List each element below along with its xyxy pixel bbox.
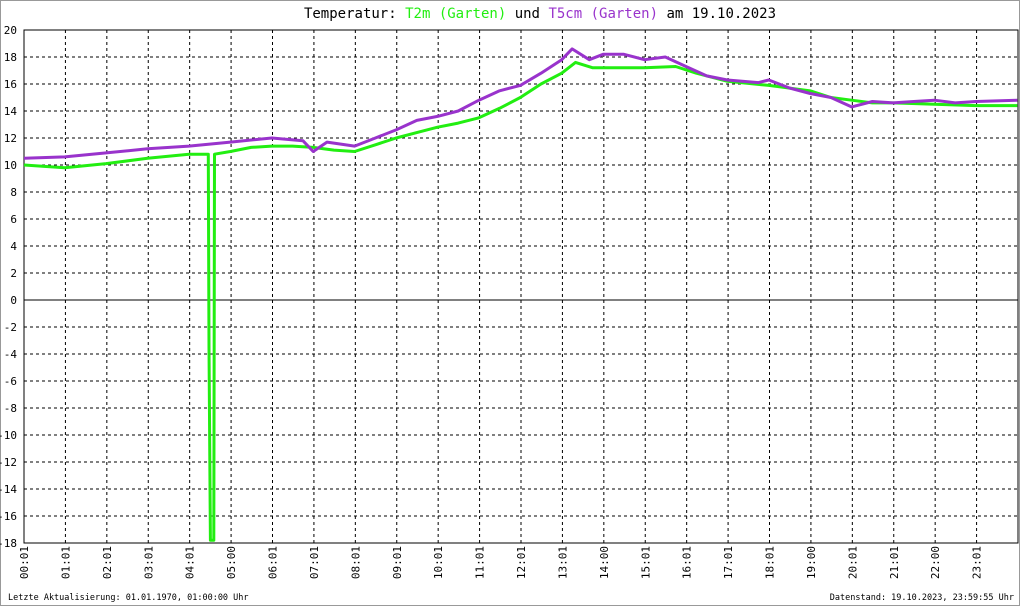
y-tick-label: 14 bbox=[4, 105, 18, 118]
plot-area bbox=[23, 29, 1019, 544]
series-line bbox=[23, 60, 1018, 542]
y-tick-label: 16 bbox=[4, 78, 17, 91]
y-tick-label: 12 bbox=[4, 132, 17, 145]
x-tick-label: 20:01 bbox=[846, 546, 859, 579]
x-tick-label: 10:01 bbox=[432, 546, 445, 579]
footer-left: Letzte Aktualisierung: 01.01.1970, 01:00… bbox=[8, 593, 249, 603]
x-tick-label: 19:00 bbox=[805, 546, 818, 579]
y-tick-label: 20 bbox=[4, 24, 17, 37]
x-tick-label: 14:00 bbox=[598, 546, 611, 579]
x-tick-label: 07:01 bbox=[308, 546, 321, 579]
title-suffix: am 19.10.2023 bbox=[666, 6, 776, 22]
x-tick-label: 09:01 bbox=[391, 546, 404, 579]
x-tick-label: 08:01 bbox=[349, 546, 362, 579]
y-tick-label: 4 bbox=[10, 240, 17, 253]
y-tick-label: -2 bbox=[4, 321, 17, 334]
series-line bbox=[23, 47, 1018, 160]
x-tick-label: 12:01 bbox=[515, 546, 528, 579]
x-tick-label: 15:01 bbox=[639, 546, 652, 579]
x-tick-label: 22:00 bbox=[929, 546, 942, 579]
y-tick-label: 6 bbox=[10, 213, 17, 226]
x-tick-label: 21:01 bbox=[888, 546, 901, 579]
footer-right: Datenstand: 19.10.2023, 23:59:55 Uhr bbox=[830, 593, 1014, 603]
title-prefix: Temperatur: bbox=[304, 6, 397, 22]
y-tick-label: -18 bbox=[0, 537, 17, 550]
y-tick-label: 18 bbox=[4, 51, 17, 64]
y-tick-label: -14 bbox=[0, 483, 17, 496]
x-tick-label: 01:01 bbox=[59, 546, 72, 579]
legend-entry: T2m (Garten) bbox=[405, 6, 506, 22]
x-tick-label: 16:01 bbox=[681, 546, 694, 579]
x-tick-label: 23:01 bbox=[971, 546, 984, 579]
y-tick-label: -6 bbox=[4, 375, 17, 388]
y-tick-label: -10 bbox=[0, 429, 17, 442]
x-tick-label: 13:01 bbox=[556, 546, 569, 579]
x-tick-label: 11:01 bbox=[474, 546, 487, 579]
y-tick-label: 2 bbox=[10, 267, 17, 280]
y-tick-label: 10 bbox=[4, 159, 17, 172]
x-tick-label: 03:01 bbox=[142, 546, 155, 579]
y-tick-label: -4 bbox=[4, 348, 18, 361]
y-tick-label: 0 bbox=[10, 294, 17, 307]
title-joiner: und bbox=[515, 6, 540, 22]
y-tick-label: -12 bbox=[0, 456, 17, 469]
x-tick-label: 02:01 bbox=[101, 546, 114, 579]
x-tick-label: 06:01 bbox=[267, 546, 280, 579]
x-tick-label: 05:00 bbox=[225, 546, 238, 579]
x-tick-label: 00:01 bbox=[18, 546, 31, 579]
x-tick-label: 18:01 bbox=[764, 546, 777, 579]
legend-entry: T5cm (Garten) bbox=[548, 6, 658, 22]
x-tick-label: 04:01 bbox=[184, 546, 197, 579]
chart-title: Temperatur: T2m (Garten) und T5cm (Garte… bbox=[304, 6, 776, 22]
y-tick-label: -8 bbox=[4, 402, 17, 415]
x-tick-label: 17:01 bbox=[722, 546, 735, 579]
y-tick-label: -16 bbox=[0, 510, 17, 523]
y-tick-label: 8 bbox=[10, 186, 17, 199]
